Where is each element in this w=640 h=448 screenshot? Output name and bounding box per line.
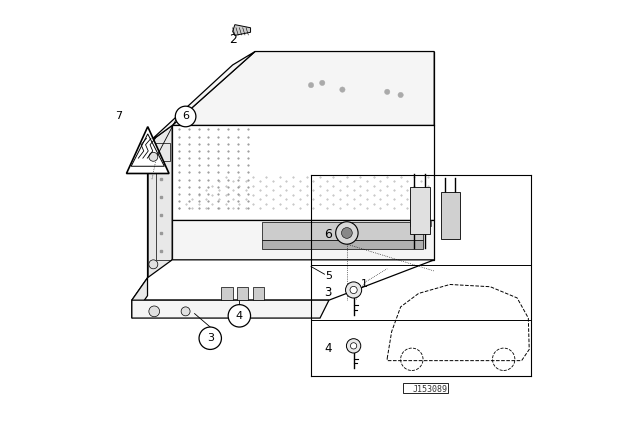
Polygon shape bbox=[425, 220, 431, 226]
Circle shape bbox=[398, 92, 403, 98]
Circle shape bbox=[346, 339, 361, 353]
Polygon shape bbox=[410, 220, 415, 226]
Polygon shape bbox=[172, 220, 435, 260]
Text: 6: 6 bbox=[182, 112, 189, 121]
Polygon shape bbox=[262, 222, 423, 240]
Circle shape bbox=[351, 343, 356, 349]
Circle shape bbox=[346, 282, 362, 298]
Polygon shape bbox=[233, 25, 251, 35]
Text: 4: 4 bbox=[324, 341, 332, 355]
Circle shape bbox=[181, 307, 190, 316]
Text: 5: 5 bbox=[326, 271, 332, 280]
Text: 6: 6 bbox=[324, 228, 332, 241]
Circle shape bbox=[228, 305, 251, 327]
Polygon shape bbox=[262, 240, 423, 249]
Circle shape bbox=[175, 106, 196, 127]
Circle shape bbox=[342, 228, 352, 238]
Polygon shape bbox=[172, 52, 435, 125]
Text: 3: 3 bbox=[324, 286, 332, 299]
Polygon shape bbox=[127, 127, 169, 173]
Circle shape bbox=[336, 222, 358, 244]
Polygon shape bbox=[237, 287, 248, 300]
Circle shape bbox=[340, 87, 345, 92]
Circle shape bbox=[199, 327, 221, 349]
Polygon shape bbox=[441, 192, 460, 238]
Circle shape bbox=[319, 80, 325, 86]
Polygon shape bbox=[253, 287, 264, 300]
Polygon shape bbox=[410, 187, 430, 234]
Polygon shape bbox=[132, 278, 148, 318]
Text: 2: 2 bbox=[228, 33, 237, 46]
Polygon shape bbox=[148, 52, 255, 143]
Circle shape bbox=[149, 260, 158, 269]
Circle shape bbox=[149, 152, 158, 161]
Polygon shape bbox=[131, 134, 164, 166]
Text: 7: 7 bbox=[115, 111, 122, 121]
Polygon shape bbox=[148, 143, 170, 278]
Circle shape bbox=[149, 306, 159, 317]
Text: 4: 4 bbox=[236, 311, 243, 321]
Polygon shape bbox=[132, 300, 329, 318]
Circle shape bbox=[350, 286, 357, 293]
Text: 1: 1 bbox=[362, 280, 368, 289]
Text: 3: 3 bbox=[207, 333, 214, 343]
Circle shape bbox=[308, 82, 314, 88]
Circle shape bbox=[385, 89, 390, 95]
Polygon shape bbox=[132, 260, 435, 300]
Polygon shape bbox=[419, 220, 424, 226]
Polygon shape bbox=[148, 125, 172, 278]
Polygon shape bbox=[221, 287, 233, 300]
Polygon shape bbox=[172, 125, 435, 220]
Text: J153089: J153089 bbox=[412, 385, 447, 394]
